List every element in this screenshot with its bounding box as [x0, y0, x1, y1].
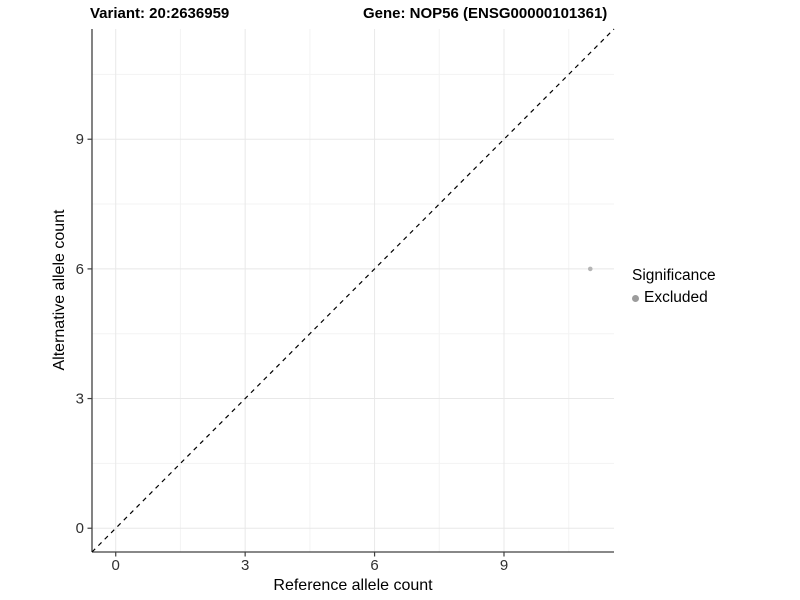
x-tick-label: 6 — [370, 557, 378, 574]
x-axis-title: Reference allele count — [273, 577, 433, 594]
plot-title-gene: Gene: NOP56 (ENSG00000101361) — [363, 5, 608, 22]
y-tick-label: 9 — [76, 131, 84, 148]
y-tick-label: 3 — [76, 391, 84, 408]
y-tick-label: 0 — [76, 520, 84, 537]
legend-item-excluded: Excluded — [632, 289, 716, 307]
legend: Significance Excluded — [632, 267, 716, 307]
legend-title: Significance — [632, 267, 716, 284]
data-point — [587, 266, 593, 272]
identity-reference-line — [91, 28, 615, 553]
y-tick-label: 6 — [76, 261, 84, 278]
legend-key-dot-icon — [632, 294, 639, 302]
x-tick-label: 9 — [500, 557, 508, 574]
y-axis-title: Alternative allele count — [51, 209, 68, 371]
x-tick-label: 3 — [241, 557, 249, 574]
plot-title-variant: Variant: 20:2636959 — [90, 5, 230, 22]
legend-item-label: Excluded — [644, 289, 708, 306]
x-tick-label: 0 — [112, 557, 120, 574]
